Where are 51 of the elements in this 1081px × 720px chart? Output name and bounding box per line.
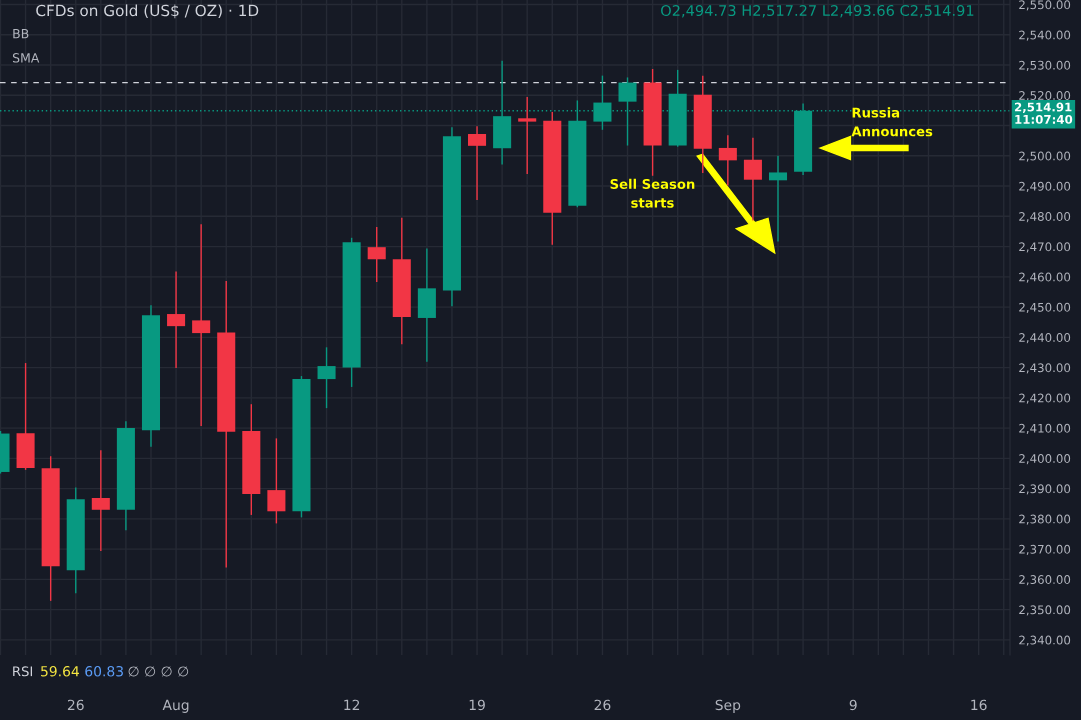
y-tick-label: 2,500.00 <box>1019 151 1071 162</box>
annotation: BB <box>13 29 29 39</box>
y-tick-label: 2,400.00 <box>1019 454 1071 465</box>
y-tick-label: 2,380.00 <box>1019 514 1071 525</box>
y-tick-label: 2,550.00 <box>1019 0 1071 11</box>
y-tick-label: 2,390.00 <box>1019 484 1071 495</box>
candlestick <box>367 226 386 283</box>
chart-subtitle: O2,494.73 H2,517.27 L2,493.66 C2,514.91 <box>661 4 974 18</box>
text: RSI <box>13 666 33 677</box>
candlestick <box>267 437 286 525</box>
text: ∅ ∅ ∅ ∅ <box>128 666 189 677</box>
candlestick <box>518 96 537 175</box>
ref-line-label: 2,514.91 11:07:40 <box>1014 102 1073 124</box>
x-tick-label: Sep <box>715 699 741 713</box>
annotation: Russia Announces <box>851 107 933 137</box>
y-tick-label: 2,440.00 <box>1019 333 1071 344</box>
annotation: SMA <box>12 53 40 63</box>
y-tick-label: 2,520.00 <box>1019 91 1071 102</box>
y-tick-label: 2,450.00 <box>1019 302 1071 313</box>
y-tick-label: 2,470.00 <box>1019 242 1071 253</box>
y-tick-label: 2,350.00 <box>1019 605 1071 616</box>
candlestick <box>718 134 737 187</box>
y-tick-label: 2,480.00 <box>1019 212 1071 223</box>
candlestick <box>768 155 788 243</box>
x-tick-label: 26 <box>67 699 84 711</box>
candlestick <box>743 136 762 222</box>
x-tick-label: 19 <box>469 699 485 711</box>
y-tick-label: 2,540.00 <box>1019 30 1071 41</box>
candlestick <box>167 270 186 369</box>
y-tick-label: 2,370.00 <box>1019 544 1071 555</box>
y-tick-label: 2,460.00 <box>1019 272 1071 283</box>
candlestick <box>468 125 487 201</box>
candlestick <box>91 449 110 552</box>
x-tick-label: 26 <box>594 699 611 711</box>
x-tick-label: 12 <box>344 699 360 710</box>
candlestick <box>317 346 336 409</box>
x-tick-label: 16 <box>971 699 987 711</box>
x-tick-label: 9 <box>849 699 857 711</box>
y-tick-label: 2,530.00 <box>1019 60 1071 71</box>
text: 59.64 <box>41 666 79 677</box>
y-tick-label: 2,360.00 <box>1019 575 1071 586</box>
x-tick-label: Aug <box>162 699 189 713</box>
y-tick-label: 2,430.00 <box>1019 363 1071 374</box>
annotation: Sell Season starts <box>610 178 695 208</box>
y-tick-label: 2,340.00 <box>1019 635 1071 646</box>
y-tick-label: 2,490.00 <box>1019 181 1071 192</box>
y-tick-label: 2,410.00 <box>1019 423 1071 434</box>
candlestick <box>192 223 211 427</box>
chart-title: CFDs on Gold (US$ / OZ) · 1D <box>36 4 259 19</box>
y-tick-label: 2,420.00 <box>1019 393 1071 404</box>
text: 60.83 <box>85 666 123 677</box>
